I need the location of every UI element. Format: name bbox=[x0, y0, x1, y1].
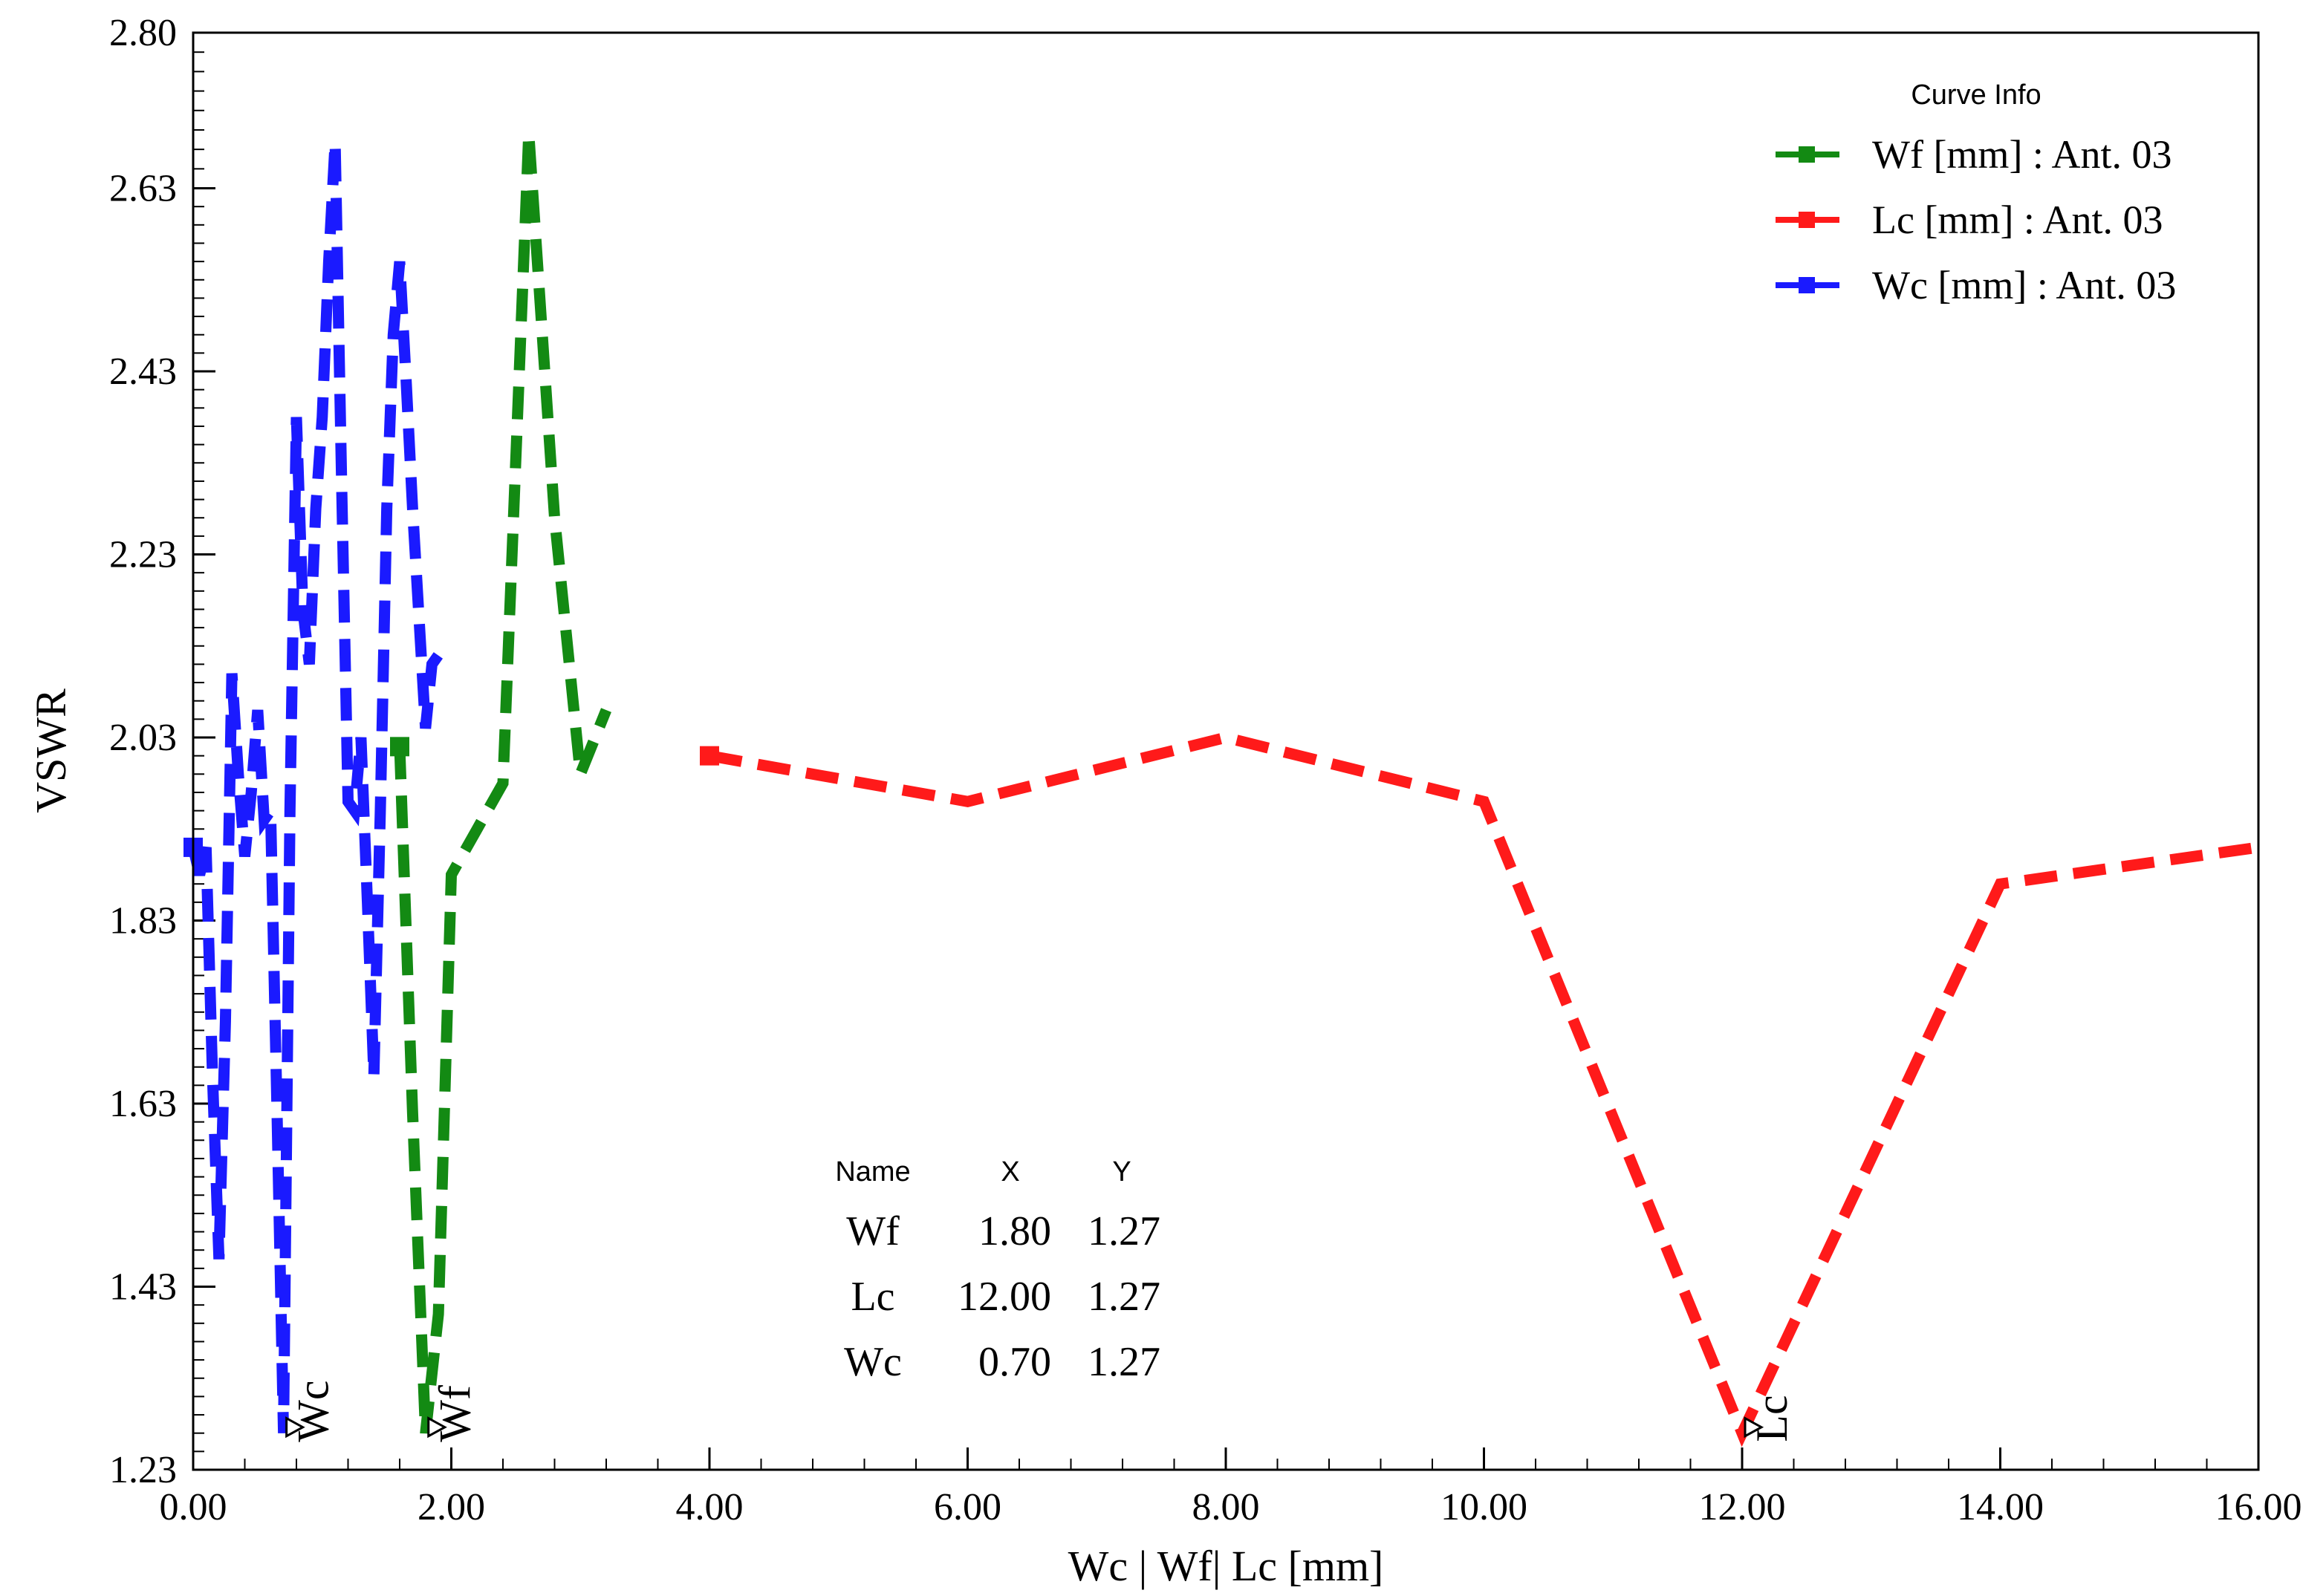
y-tick-label: 2.03 bbox=[109, 717, 177, 759]
y-tick-labels: 1.23 1.43 1.63 1.83 2.03 2.23 2.43 2.63 2.80 bbox=[109, 12, 177, 1491]
y-tick-label: 2.43 bbox=[109, 351, 177, 393]
marker-annotations: Wc Wf Lc bbox=[285, 1380, 1796, 1442]
series-point bbox=[390, 737, 409, 757]
series-line-1 bbox=[394, 133, 611, 1434]
legend-marker bbox=[1799, 277, 1815, 293]
series-point bbox=[700, 746, 719, 766]
y-tick-label: 1.23 bbox=[109, 1449, 177, 1491]
y-tick-label: 2.23 bbox=[109, 534, 177, 576]
x-tick-label: 4.00 bbox=[676, 1486, 744, 1528]
marker-triangle bbox=[285, 1416, 305, 1439]
table-cell-x: 1.80 bbox=[978, 1208, 1051, 1254]
table-cell-x: 0.70 bbox=[978, 1339, 1051, 1385]
table-header: Name bbox=[835, 1156, 910, 1188]
legend: Curve Info Wf [mm] : Ant. 03 Lc [mm] : An… bbox=[1776, 79, 2176, 307]
y-tick-label: 1.83 bbox=[109, 900, 177, 942]
legend-marker bbox=[1799, 212, 1815, 228]
table-cell-name: Lc bbox=[851, 1274, 894, 1320]
marker-triangle bbox=[1744, 1416, 1764, 1439]
legend-marker bbox=[1799, 146, 1815, 163]
table-cell-y: 1.27 bbox=[1088, 1274, 1160, 1320]
table-cell-name: Wc bbox=[844, 1339, 902, 1385]
table-cell-name: Wf bbox=[846, 1208, 900, 1254]
x-tick-label: 10.00 bbox=[1440, 1486, 1527, 1528]
marker-triangle bbox=[427, 1416, 447, 1439]
plot-frame bbox=[192, 31, 2260, 1471]
legend-label: Lc [mm] : Ant. 03 bbox=[1872, 198, 2163, 242]
y-tick-label: 2.80 bbox=[109, 12, 177, 54]
y-tick-label: 2.63 bbox=[109, 168, 177, 210]
marker-label: Lc bbox=[1747, 1395, 1796, 1442]
table-cell-y: 1.27 bbox=[1088, 1339, 1160, 1385]
x-tick-label: 8.00 bbox=[1192, 1486, 1260, 1528]
table-header: Y bbox=[1112, 1156, 1131, 1188]
series-line-3 bbox=[187, 142, 452, 1433]
series-line-2 bbox=[708, 732, 2260, 1447]
x-tick-labels: 0.00 2.00 4.00 6.00 8.00 10.00 12.00 14.00 16.00 bbox=[160, 1486, 2302, 1528]
marker-label: Wf bbox=[431, 1385, 480, 1442]
x-tick-label: 2.00 bbox=[418, 1486, 485, 1528]
y-axis-label: VSWR bbox=[27, 688, 75, 813]
table-header: X bbox=[1001, 1156, 1019, 1188]
y-tick-label: 1.43 bbox=[109, 1266, 177, 1309]
legend-label: Wc [mm] : Ant. 03 bbox=[1872, 263, 2176, 307]
legend-title: Curve Info bbox=[1911, 79, 2041, 111]
table-cell-x: 12.00 bbox=[958, 1274, 1051, 1320]
x-axis-label: Wc | Wf| Lc [mm] bbox=[1068, 1542, 1384, 1590]
x-tick-label: 14.00 bbox=[1957, 1486, 2044, 1528]
marker-table: Name X Y Wf 1.80 1.27 Lc 12.00 1.27 Wc 0.70 1.27 bbox=[835, 1156, 1160, 1385]
x-tick-label: 6.00 bbox=[934, 1486, 1001, 1528]
y-tick-label: 1.63 bbox=[109, 1083, 177, 1125]
x-tick-label: 16.00 bbox=[2215, 1486, 2302, 1528]
x-tick-label: 0.00 bbox=[160, 1486, 227, 1528]
marker-label: Wc bbox=[289, 1380, 338, 1442]
legend-label: Wf [mm] : Ant. 03 bbox=[1872, 132, 2172, 177]
x-tick-label: 12.00 bbox=[1699, 1486, 1786, 1528]
table-cell-y: 1.27 bbox=[1088, 1208, 1160, 1254]
